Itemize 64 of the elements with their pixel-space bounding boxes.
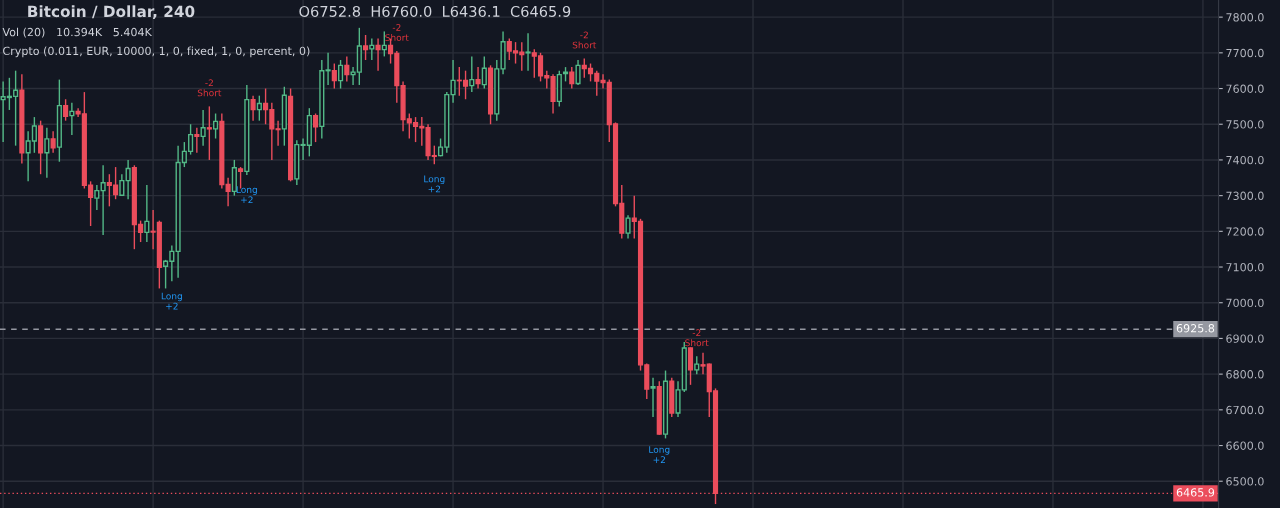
candlestick: [475, 66, 481, 90]
annotation: -2 Short: [385, 24, 409, 41]
candlestick: [63, 98, 69, 122]
candlestick: [250, 94, 256, 122]
candlestick: [275, 119, 281, 147]
candlestick: [381, 30, 387, 58]
y-tick-label: 7500.0: [1226, 120, 1264, 129]
candlestick: [200, 109, 206, 147]
candlestick: [362, 34, 369, 61]
y-tick-label: 7300.0: [1226, 191, 1264, 201]
candlestick: [44, 127, 50, 179]
candlestick: [325, 52, 331, 86]
candlestick: [231, 159, 237, 197]
candlestick: [575, 59, 581, 86]
candlestick: [469, 55, 475, 93]
candlestick: [256, 94, 262, 122]
y-tick-label: 7100.0: [1226, 263, 1264, 272]
annotation: Long +2: [424, 175, 445, 193]
y-tick-label: 7000.0: [1226, 298, 1264, 308]
annotation: -2 Short: [197, 79, 222, 97]
ref-line-label: 6465.9: [1176, 488, 1215, 497]
candlestick: [119, 173, 125, 197]
candlestick: [100, 164, 106, 236]
annotation: Crypto (0.011, EUR, 10000, 1, 0, fixed, 1, 0, percent, 0): [3, 46, 310, 58]
candlestick: [569, 66, 575, 90]
y-tick-label: 7600.0: [1226, 84, 1264, 93]
annotation: -2 Short: [572, 31, 597, 49]
candlestick: [213, 112, 219, 140]
y-tick-label: 6900.0: [1226, 334, 1264, 343]
y-tick-label: 6600.0: [1226, 441, 1264, 450]
y-tick-label: 7200.0: [1226, 227, 1264, 236]
candlestick: [525, 32, 531, 72]
annotation: Long +2: [236, 186, 257, 204]
annotation: Long +2: [649, 446, 670, 463]
candlestick: [50, 130, 56, 154]
annotation: Long +2: [161, 292, 182, 310]
candlestick: [125, 159, 131, 200]
candlestick: [650, 377, 656, 418]
y-tick-label: 6800.0: [1226, 370, 1264, 379]
y-tick-label: 7400.0: [1226, 155, 1264, 165]
annotation: -2 Short: [685, 329, 709, 347]
candlestick: [375, 37, 381, 72]
candlestick: [331, 62, 337, 90]
candlestick: [225, 177, 231, 208]
annotation: Vol (20) 10.394K 5.404K: [2, 27, 153, 38]
y-tick-label: 7700.0: [1226, 48, 1264, 58]
y-tick-label: 7800.0: [1226, 13, 1264, 22]
candlestick: [481, 55, 487, 90]
candlestick: [338, 59, 344, 90]
candlestick: [144, 184, 150, 243]
ref-line-label: 6925.8: [1176, 324, 1215, 333]
chart-title: Bitcoin / Dollar, 240: [28, 5, 195, 20]
candlestick: [344, 55, 350, 83]
annotation: O6752.8 H6760.0 L6436.1 C6465.9: [299, 5, 571, 17]
candlestick: [687, 346, 694, 386]
candlestick: [194, 127, 200, 154]
y-tick-label: 6700.0: [1226, 405, 1264, 415]
candlestick: [313, 112, 319, 143]
candlestick: [69, 102, 75, 136]
candlestick: [94, 184, 100, 211]
candlestick: [206, 105, 212, 161]
candlestick: [369, 37, 375, 61]
candlestick: [625, 214, 631, 240]
y-tick-label: 6500.0: [1226, 477, 1264, 486]
